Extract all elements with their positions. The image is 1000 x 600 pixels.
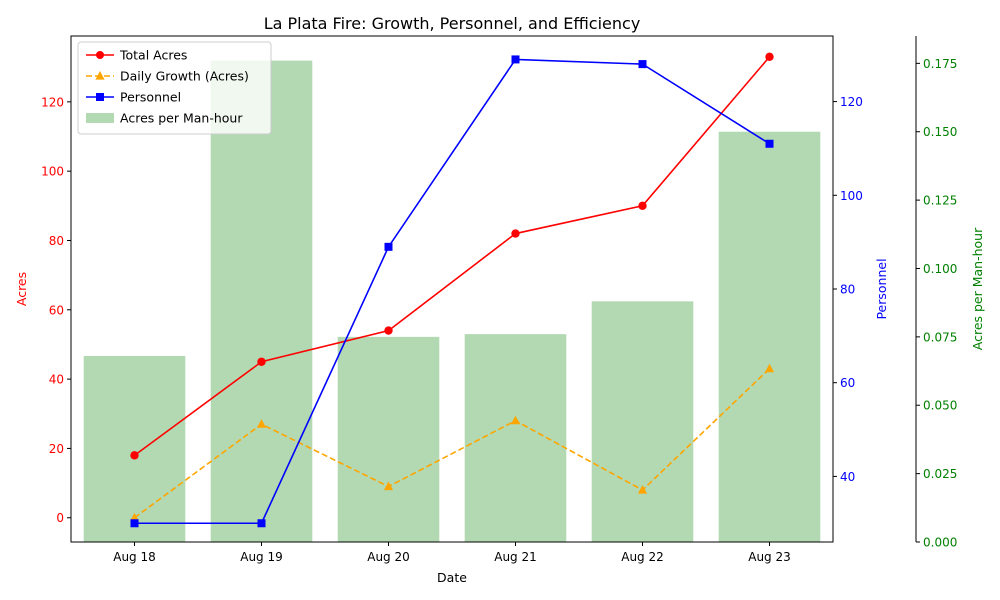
y-axis-acres: 0 20 40 60 80 100 120: [41, 95, 71, 525]
daily-growth-acres-point-4: [637, 485, 648, 494]
y-axis-label-acres-per-man-hour: Acres per Man-hour: [970, 227, 985, 350]
total-acres-line: [134, 56, 771, 457]
x-tick-label-2: Aug 20: [367, 550, 410, 564]
chart-title: La Plata Fire: Growth, Personnel, and Ef…: [264, 14, 641, 33]
y-axis-label-acres: Acres: [14, 272, 29, 306]
personnel-point-1: [257, 519, 266, 528]
daily-growth-acres-point-2: [383, 481, 394, 491]
personnel-point-3: [511, 55, 520, 64]
y-acres-tick-label-6: 120: [41, 95, 64, 109]
y-acres-tick-label-4: 80: [49, 234, 64, 248]
total-acres-point-5: [765, 52, 774, 61]
acres-per-man-hour-bar-4: [591, 301, 694, 542]
daily-growth-acres-point-5: [764, 363, 775, 373]
x-tick-label-3: Aug 21: [494, 550, 537, 564]
y-axis-acres-per-man-hour: 0.000 0.025 0.050 0.075 0.100 0.125 0.150 0.175: [915, 36, 957, 550]
y-personnel-tick-label-0: 40: [840, 470, 855, 484]
personnel-point-4: [638, 60, 647, 69]
total-acres-point-4: [638, 201, 647, 211]
legend: Total Acres Daily Growth (Acres) Personnel…: [77, 41, 272, 135]
legend-box: [77, 41, 272, 135]
y-acres-per-man-hour-tick-label-1: 0.025: [923, 467, 957, 481]
bars-layer: [83, 60, 821, 543]
y-acres-per-man-hour-tick-label-7: 0.175: [923, 57, 957, 71]
acres-per-man-hour-bar-2: [337, 336, 440, 542]
y-acres-per-man-hour-tick-label-3: 0.075: [923, 330, 957, 344]
legend-acres-per-man-hour-swatch: [86, 113, 114, 123]
y-acres-tick-label-1: 20: [49, 442, 64, 456]
legend-personnel-label: Personnel: [120, 90, 181, 105]
legend-total-acres-marker: [96, 51, 104, 59]
total-acres-point-1: [257, 357, 266, 366]
y-acres-per-man-hour-tick-label-2: 0.050: [923, 399, 957, 413]
legend-total-acres-label: Total Acres: [119, 48, 187, 63]
y-acres-per-man-hour-tick-label-6: 0.150: [923, 125, 957, 139]
y-personnel-tick-label-1: 60: [840, 376, 855, 390]
y-acres-per-man-hour-tick-label-4: 0.100: [923, 262, 957, 276]
y-acres-per-man-hour-tick-label-0: 0.000: [923, 536, 957, 550]
legend-personnel-marker: [96, 93, 104, 101]
total-acres-point-3: [511, 229, 520, 238]
x-tick-label-5: Aug 23: [748, 550, 791, 564]
daily-growth-acres-point-0: [129, 512, 140, 522]
personnel-line: [134, 58, 770, 525]
y-axis-personnel: 40 60 80 100 120: [833, 95, 863, 484]
daily-growth-acres-point-3: [510, 415, 521, 425]
total-acres-point-2: [384, 326, 393, 335]
total-acres-point-0: [130, 451, 139, 460]
x-tick-label-0: Aug 18: [113, 550, 156, 564]
y-acres-tick-label-0: 0: [56, 511, 64, 525]
x-tick-label-4: Aug 22: [621, 550, 664, 564]
x-axis: Aug 18 Aug 19 Aug 20 Aug 21 Aug 22 Aug 23: [113, 542, 791, 564]
acres-per-man-hour-bar-5: [718, 131, 821, 542]
legend-acres-per-man-hour-label: Acres per Man-hour: [120, 111, 243, 126]
y-acres-tick-label-5: 100: [41, 165, 64, 179]
acres-per-man-hour-bar-3: [464, 334, 567, 542]
x-axis-label: Date: [437, 570, 467, 585]
y-axis-label-personnel: Personnel: [874, 258, 889, 319]
y-personnel-tick-label-2: 80: [840, 283, 855, 297]
y-acres-tick-label-2: 40: [49, 373, 64, 387]
personnel-point-0: [130, 519, 139, 528]
y-personnel-tick-label-3: 100: [840, 189, 863, 203]
y-personnel-tick-label-4: 120: [840, 95, 863, 109]
personnel-point-2: [384, 242, 393, 251]
lines-layer: [129, 52, 775, 528]
y-acres-tick-label-3: 60: [49, 303, 64, 317]
daily-growth-acres-line: [134, 368, 771, 519]
legend-daily-growth-acres-marker: [95, 71, 105, 80]
legend-daily-growth-acres-label: Daily Growth (Acres): [120, 69, 249, 84]
x-tick-label-1: Aug 19: [240, 550, 283, 564]
daily-growth-acres-point-1: [256, 419, 267, 428]
personnel-point-5: [765, 139, 774, 148]
y-acres-per-man-hour-tick-label-5: 0.125: [923, 194, 957, 208]
acres-per-man-hour-bar-1: [210, 60, 313, 543]
acres-per-man-hour-bar-0: [83, 356, 186, 542]
